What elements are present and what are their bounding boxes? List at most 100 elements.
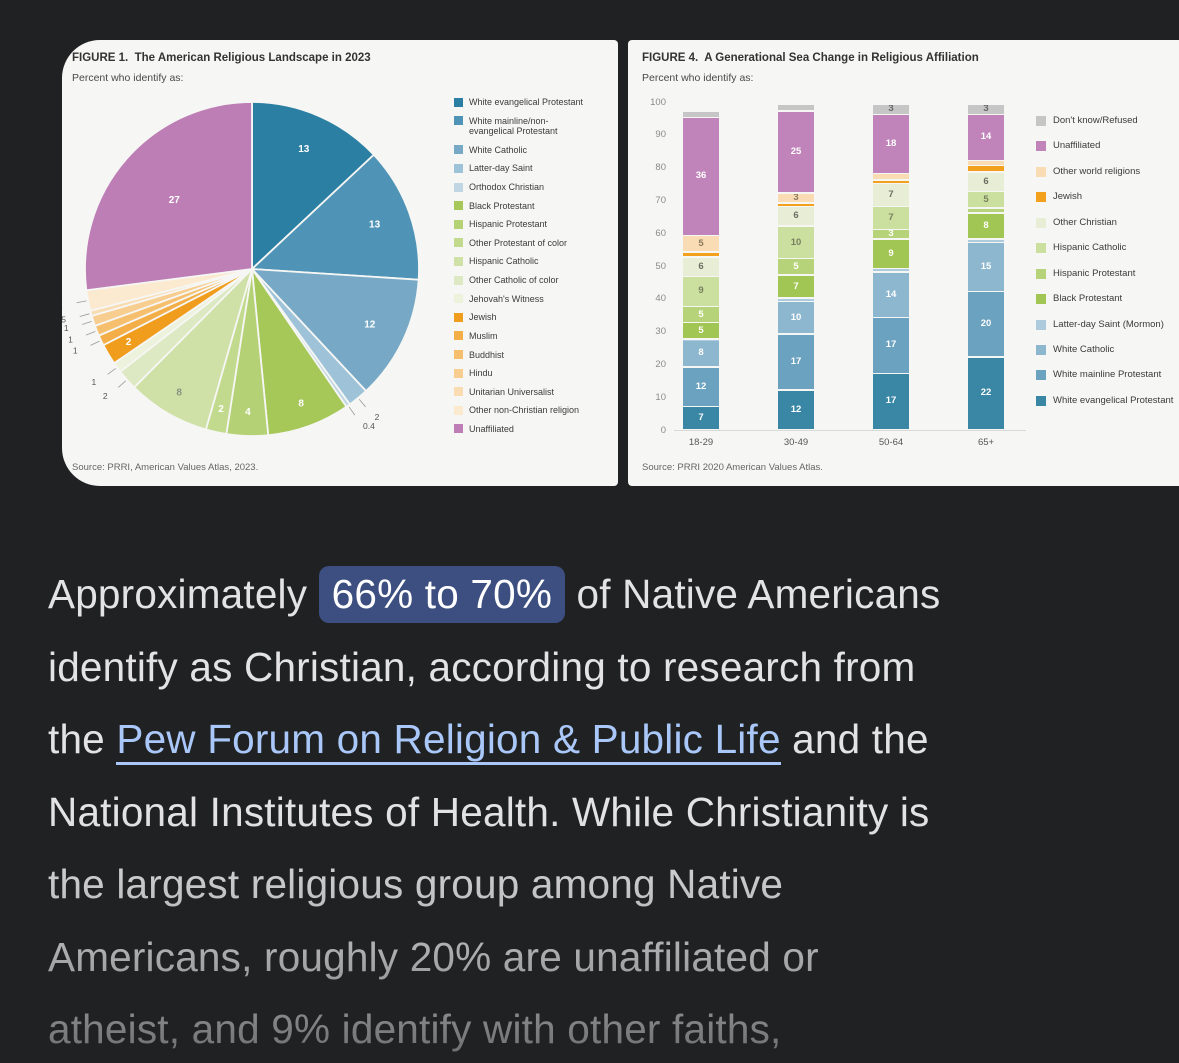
y-axis-tick: 100 [650, 96, 666, 108]
legend-item: Unitarian Universalist [454, 387, 616, 398]
figure1-card[interactable]: FIGURE 1. The American Religious Landsca… [62, 40, 618, 486]
legend-swatch [454, 368, 463, 378]
legend-label: Other non-Christian religion [469, 405, 580, 416]
x-axis-label: 18-29 [688, 437, 714, 448]
bar-segment: 14 [873, 272, 909, 318]
pie-leader-line [79, 313, 90, 317]
legend-label: Black Protestant [469, 200, 535, 211]
answer-line: Americans, roughly 20% are unaffiliated … [48, 921, 1163, 994]
answer-text-segment: Approximately [48, 571, 319, 617]
legend-label: White mainline/non- evangelical Protesta… [469, 115, 558, 137]
legend-swatch [1036, 217, 1046, 228]
bar-segment: 22 [968, 357, 1004, 429]
bar-segment [683, 111, 719, 117]
legend-item: Latter-day Saint (Mormon) [1036, 318, 1179, 330]
answer-text-segment: and the [780, 716, 929, 762]
bar-segment [778, 203, 814, 206]
y-axis-tick: 60 [655, 227, 666, 239]
legend-item: Hispanic Protestant [454, 219, 616, 230]
legend-label: Hispanic Protestant [1053, 267, 1136, 279]
figure1-subtitle: Percent who identify as: [72, 72, 184, 84]
bar-segment: 15 [968, 243, 1004, 291]
attachment-row: FIGURE 1. The American Religious Landsca… [62, 40, 1179, 486]
legend-swatch [454, 201, 463, 211]
legend-swatch [454, 294, 463, 304]
legend-swatch [1036, 116, 1046, 126]
legend-swatch [1036, 344, 1046, 355]
legend-swatch [454, 238, 463, 248]
figure4-card[interactable]: FIGURE 4. A Generational Sea Change in R… [628, 40, 1179, 486]
legend-swatch [454, 331, 463, 341]
legend-label: Muslim [469, 330, 498, 341]
legend-item: Latter-day Saint [454, 163, 616, 174]
pie-value-label: 0.5 [62, 314, 66, 324]
answer-text-segment: atheist, and 9% identify with other fait… [48, 1006, 782, 1052]
bar-segment: 5 [968, 192, 1004, 208]
pie-value-label: 2 [103, 391, 108, 401]
pie-value-label: 2 [62, 300, 63, 310]
legend-item: White Catholic [454, 145, 616, 156]
legend-item: Unaffiliated [454, 424, 616, 435]
legend-label: Orthodox Christian [469, 182, 545, 193]
figure1-legend: White evangelical Protestant White mainli… [454, 97, 616, 443]
pie-slice [84, 101, 253, 292]
bar-segment [873, 180, 909, 183]
legend-item: Jewish [1036, 191, 1179, 203]
figure4-title: FIGURE 4. A Generational Sea Change in R… [642, 52, 979, 64]
legend-label: White Catholic [469, 144, 528, 155]
bar-segment [778, 105, 814, 111]
legend-swatch [1036, 166, 1046, 177]
pie-value-label: 2 [218, 404, 224, 415]
pie-value-label: 12 [364, 319, 376, 330]
bar-segment [873, 174, 909, 180]
figure4-subtitle: Percent who identify as: [642, 72, 754, 84]
pie-value-label: 8 [176, 387, 182, 398]
legend-item: Black Protestant [1036, 293, 1179, 305]
legend-label: Jewish [1053, 191, 1083, 203]
legend-swatch [454, 405, 463, 415]
legend-item: White evangelical Protestant [454, 97, 616, 108]
legend-swatch [1036, 395, 1046, 406]
bar-segment: 8 [683, 341, 719, 367]
answer-text: Approximately 66% to 70% of Native Ameri… [48, 558, 1163, 1063]
bar-segment: 5 [683, 236, 719, 252]
bar-segment: 14 [968, 115, 1004, 160]
answer-text-segment: National Institutes of Health. While Chr… [48, 788, 930, 835]
y-axis-tick: 10 [655, 391, 666, 403]
legend-label: Other Christian [1053, 216, 1117, 228]
legend-label: Latter-day Saint (Mormon) [1053, 318, 1164, 330]
bar-segment: 36 [683, 118, 719, 236]
answer-text-segment: the largest religious group among Native [48, 861, 784, 907]
legend-item: Hindu [454, 368, 616, 379]
bar-segment: 5 [683, 307, 719, 322]
pie-leader-line [82, 321, 92, 325]
pie-value-label: 1 [73, 346, 78, 356]
x-axis-label: 30-49 [783, 437, 809, 448]
legend-label: White evangelical Protestant [1053, 394, 1174, 406]
legend-label: Other world religions [1053, 165, 1141, 177]
pie-value-label: 1 [64, 323, 69, 333]
answer-line: atheist, and 9% identify with other fait… [48, 993, 1163, 1063]
bar-segment [968, 208, 1004, 213]
legend-item: Other non-Christian religion [454, 405, 616, 416]
legend-item: White Catholic [1036, 344, 1179, 355]
pie-value-label: 13 [369, 220, 381, 231]
legend-swatch [1036, 141, 1046, 152]
legend-swatch [454, 145, 463, 155]
x-axis-label: 50-64 [878, 437, 904, 448]
pew-forum-link[interactable]: Pew Forum on Religion & Public Life [116, 716, 781, 765]
bar-segment: 6 [683, 257, 719, 277]
legend-label: Unaffiliated [1053, 140, 1101, 152]
pie-slice [249, 267, 420, 393]
answer-line: Approximately 66% to 70% of Native Ameri… [48, 558, 1163, 631]
y-axis-tick: 30 [655, 326, 666, 338]
legend-swatch [454, 97, 463, 107]
legend-label: Other Protestant of color [469, 237, 568, 248]
legend-item: Orthodox Christian [454, 182, 616, 193]
bar-segment: 25 [778, 111, 814, 193]
bar-segment: 8 [968, 213, 1004, 239]
legend-item: White evangelical Protestant [1036, 394, 1179, 406]
bar-segment: 7 [873, 206, 909, 229]
pie-value-label: 1 [68, 335, 73, 345]
